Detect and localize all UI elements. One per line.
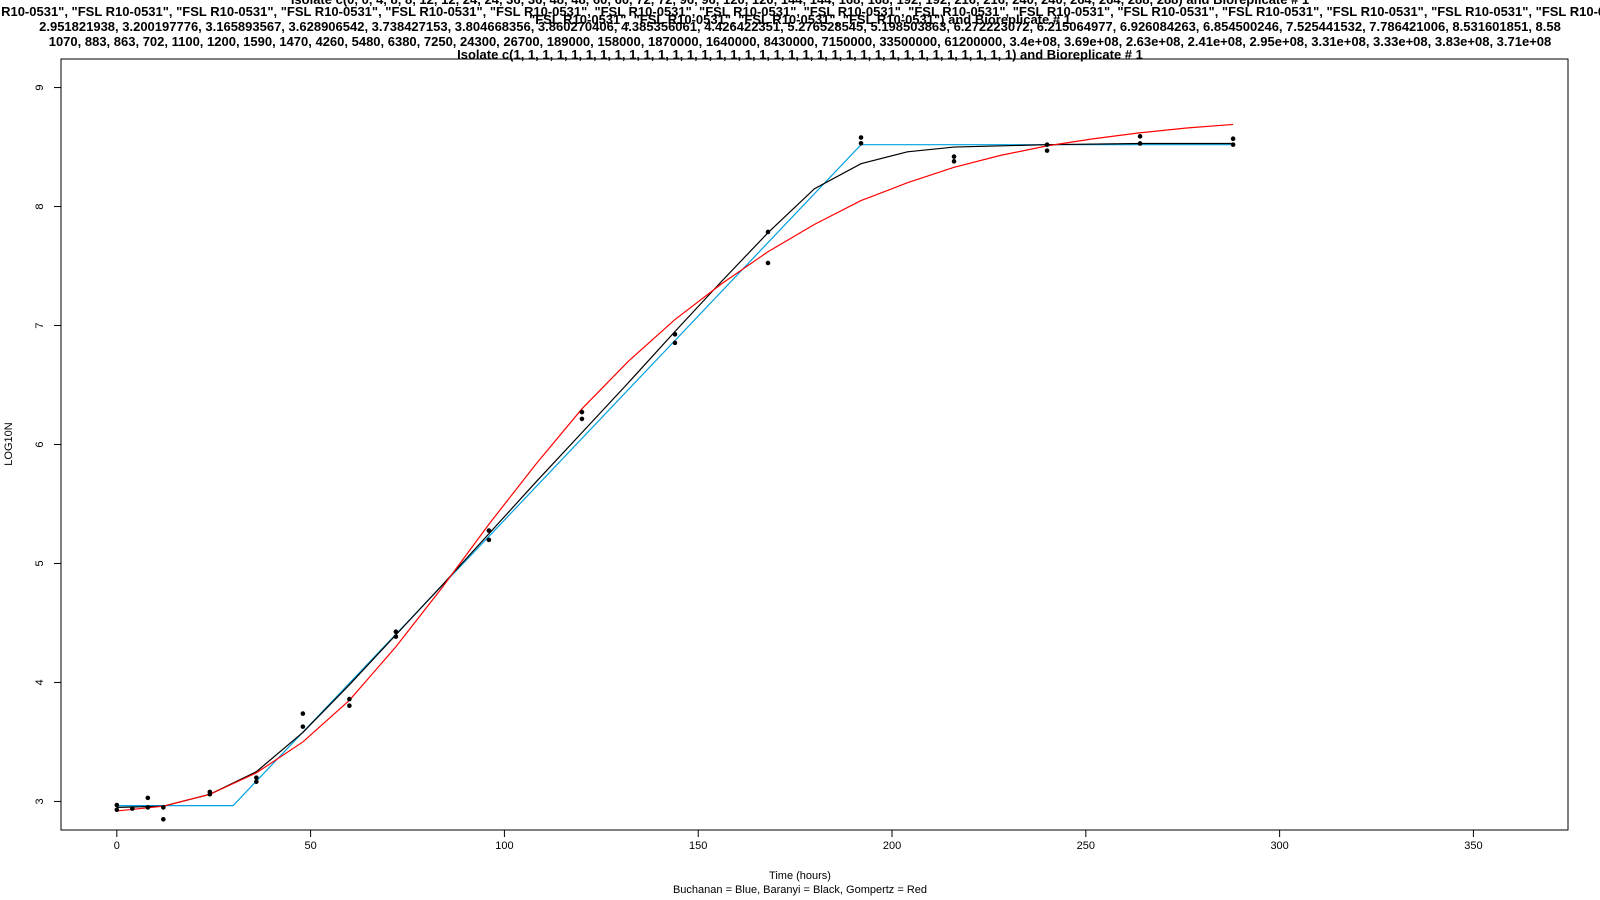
data-point [300, 724, 306, 729]
x-tick-label: 0 [114, 840, 120, 852]
data-point [145, 805, 151, 810]
y-tick-label: 6 [34, 441, 46, 447]
data-point [114, 802, 120, 808]
fit-curve [116, 144, 1234, 807]
data-point [145, 795, 151, 801]
data-point [951, 154, 957, 159]
x-axis-label: Time (hours) [769, 870, 831, 882]
data-point [765, 229, 771, 235]
title-line: "FSL R10-0531", "FSL R10-0531", "FSL R10… [529, 12, 1071, 27]
data-point [207, 792, 213, 797]
y-tick-label: 9 [34, 84, 46, 90]
data-point [1137, 134, 1143, 139]
data-point [254, 775, 259, 780]
plot-frame [60, 58, 1569, 831]
title-line: Isolate c(0, 0, 4, 8, 8, 12, 12, 24, 24,… [291, 0, 1309, 7]
data-point [114, 807, 120, 813]
subtitle: Buchanan = Blue, Baranyi = Black, Gomper… [673, 884, 927, 896]
data-point [486, 537, 492, 543]
data-point [161, 816, 166, 822]
y-tick-label: 8 [34, 203, 46, 209]
data-point [130, 806, 135, 811]
data-point [672, 332, 678, 337]
y-tick-label: 5 [34, 560, 46, 566]
data-point [858, 140, 864, 146]
data-point [1137, 141, 1143, 146]
y-tick-label: 4 [34, 679, 46, 685]
data-point [1230, 136, 1236, 142]
x-tick-label: 200 [883, 840, 901, 852]
x-tick-label: 300 [1270, 840, 1288, 852]
fit-curve [116, 142, 1234, 808]
data-point [347, 696, 352, 702]
x-tick-label: 100 [495, 840, 513, 852]
data-point [1230, 142, 1236, 147]
y-tick-label: 3 [34, 798, 46, 804]
data-point [579, 416, 585, 422]
data-point [254, 779, 259, 785]
x-tick-label: 50 [304, 840, 316, 852]
x-tick-label: 150 [689, 840, 707, 852]
title-line: 1070, 883, 863, 702, 1100, 1200, 1590, 1… [49, 34, 1552, 49]
data-point [951, 159, 957, 164]
title-line: Isolate c(1, 1, 1, 1, 1, 1, 1, 1, 1, 1, … [457, 47, 1143, 62]
data-point [347, 703, 352, 709]
data-point [579, 409, 585, 415]
data-point [393, 634, 399, 639]
x-tick-label: 350 [1464, 840, 1482, 852]
x-tick-label: 250 [1077, 840, 1095, 852]
data-point [1044, 142, 1050, 147]
data-point [672, 340, 678, 346]
data-point [161, 805, 166, 810]
title-line: "FSL R10-0531", "FSL R10-0531", "FSL R10… [0, 4, 1600, 19]
data-point [486, 528, 492, 533]
data-point [858, 135, 864, 140]
y-axis-label: LOG10N [3, 422, 15, 465]
fit-curve [116, 123, 1234, 812]
y-tick-label: 7 [34, 322, 46, 328]
data-point [393, 629, 399, 635]
data-point [300, 711, 306, 716]
title-line: 2.951821938, 3.200197776, 3.165893567, 3… [39, 19, 1561, 34]
data-point [765, 260, 771, 266]
data-point [1044, 148, 1050, 153]
